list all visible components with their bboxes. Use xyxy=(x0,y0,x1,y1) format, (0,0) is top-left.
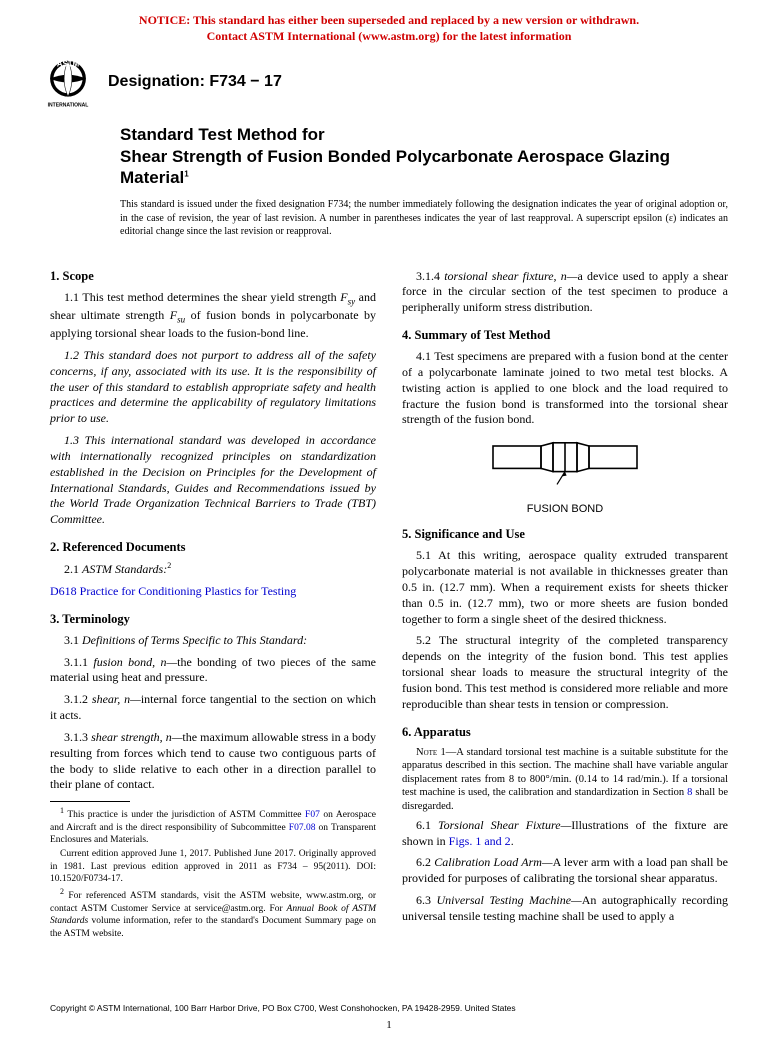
designation-code: F734 − 17 xyxy=(209,73,282,90)
notice-line2: Contact ASTM International (www.astm.org… xyxy=(207,29,572,43)
section-2-heading: 2. Referenced Documents xyxy=(50,540,376,555)
designation-prefix: Designation: xyxy=(108,73,209,90)
page-number: 1 xyxy=(0,1019,778,1031)
link-d618[interactable]: D618 xyxy=(50,584,77,598)
para-1-3: 1.3 This international standard was deve… xyxy=(50,433,376,528)
para-3-1-4: 3.1.4 torsional shear fixture, n—a devic… xyxy=(402,269,728,316)
footnote-1: 1 This practice is under the jurisdictio… xyxy=(50,806,376,846)
header-row: ASTM INTERNATIONAL Designation: F734 − 1… xyxy=(0,50,778,110)
para-5-2: 5.2 The structural integrity of the comp… xyxy=(402,633,728,712)
para-3-1-2: 3.1.2 shear, n—internal force tangential… xyxy=(50,692,376,724)
svg-text:INTERNATIONAL: INTERNATIONAL xyxy=(48,103,89,109)
svg-text:ASTM: ASTM xyxy=(57,60,79,69)
title-sup: 1 xyxy=(184,169,188,178)
fusion-bond-figure: FUSION BOND xyxy=(402,436,728,515)
section-4-heading: 4. Summary of Test Method xyxy=(402,328,728,343)
link-f07[interactable]: F07 xyxy=(305,810,320,820)
section-5-heading: 5. Significance and Use xyxy=(402,527,728,542)
copyright-footer: Copyright © ASTM International, 100 Barr… xyxy=(50,1003,516,1013)
para-6-3: 6.3 Universal Testing Machine—An autogra… xyxy=(402,893,728,925)
para-3-1: 3.1 Definitions of Terms Specific to Thi… xyxy=(50,633,376,649)
section-3-heading: 3. Terminology xyxy=(50,612,376,627)
designation: Designation: F734 − 17 xyxy=(108,73,282,91)
notice-line1: NOTICE: This standard has either been su… xyxy=(139,13,639,27)
para-2-1: 2.1 ASTM Standards:2 xyxy=(50,561,376,578)
document-title: Standard Test Method for Shear Strength … xyxy=(120,124,728,188)
para-6-2: 6.2 Calibration Load Arm—A lever arm wit… xyxy=(402,855,728,887)
content-columns: 1. Scope 1.1 This test method determines… xyxy=(0,257,778,942)
title-block: Standard Test Method for Shear Strength … xyxy=(0,110,778,238)
figure-label: FUSION BOND xyxy=(402,503,728,515)
right-column: 3.1.4 torsional shear fixture, n—a devic… xyxy=(402,257,728,942)
footnote-rule xyxy=(50,801,130,802)
para-1-2: 1.2 This standard does not purport to ad… xyxy=(50,348,376,427)
section-6-heading: 6. Apparatus xyxy=(402,725,728,740)
para-3-1-1: 3.1.1 fusion bond, n—the bonding of two … xyxy=(50,655,376,687)
ref-d618: D618 Practice for Conditioning Plastics … xyxy=(50,584,376,600)
para-1-1: 1.1 This test method determines the shea… xyxy=(50,290,376,342)
notice-banner: NOTICE: This standard has either been su… xyxy=(0,0,778,50)
footnote-1-p2: Current edition approved June 1, 2017. P… xyxy=(50,848,376,885)
para-6-1: 6.1 Torsional Shear Fixture—Illustration… xyxy=(402,818,728,850)
link-f0708[interactable]: F07.08 xyxy=(289,823,316,833)
footnote-2: 2 For referenced ASTM standards, visit t… xyxy=(50,887,376,940)
title-line2: Shear Strength of Fusion Bonded Polycarb… xyxy=(120,147,670,187)
astm-logo: ASTM INTERNATIONAL xyxy=(40,54,96,110)
para-4-1: 4.1 Test specimens are prepared with a f… xyxy=(402,349,728,428)
issuance-note: This standard is issued under the fixed … xyxy=(120,198,728,239)
para-3-1-3: 3.1.3 shear strength, n—the maximum allo… xyxy=(50,730,376,793)
para-5-1: 5.1 At this writing, aerospace quality e… xyxy=(402,548,728,627)
section-1-heading: 1. Scope xyxy=(50,269,376,284)
link-figs-1-2[interactable]: Figs. 1 and 2 xyxy=(449,834,511,848)
title-line1: Standard Test Method for xyxy=(120,125,325,144)
note-1: Note 1—A standard torsional test machine… xyxy=(402,746,728,814)
left-column: 1. Scope 1.1 This test method determines… xyxy=(50,257,376,942)
